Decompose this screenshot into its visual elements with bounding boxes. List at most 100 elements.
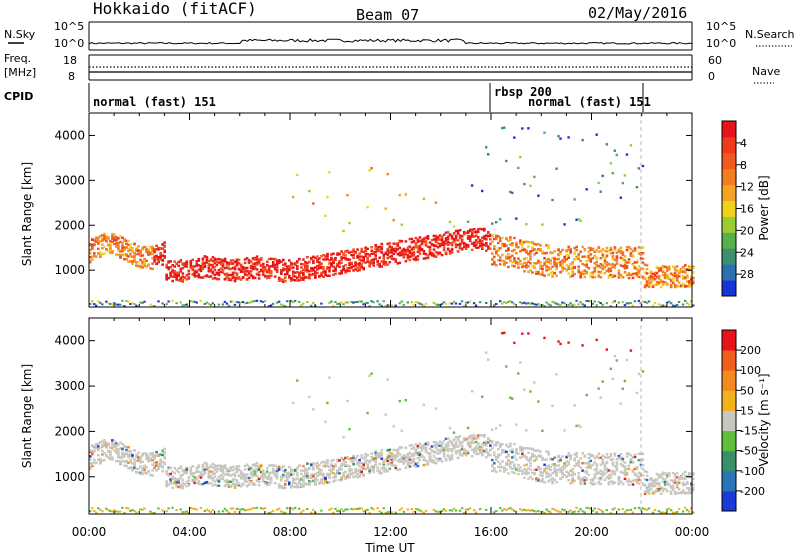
velocity-cell [541, 478, 544, 480]
velocity-cell [487, 452, 490, 454]
velocity-cell [173, 472, 176, 474]
power-cell [161, 264, 164, 266]
power-cell [543, 132, 545, 134]
velocity-cell [419, 443, 422, 445]
station-title: Hokkaido (fitACF) [93, 0, 257, 18]
velocity-cell [360, 507, 362, 509]
velocity-cell [519, 361, 521, 363]
velocity-cell [590, 467, 593, 469]
colorbar-swatch [722, 121, 736, 137]
velocity-cell [298, 464, 301, 466]
power-cell [557, 258, 560, 260]
power-cell [302, 258, 305, 260]
velocity-cell [180, 477, 183, 479]
velocity-cell [200, 507, 202, 509]
power-cell [276, 271, 279, 273]
power-cell [338, 253, 341, 255]
velocity-cell [210, 482, 213, 484]
power-ylabel: Slant Range [km] [20, 162, 34, 266]
velocity-cell [332, 459, 335, 461]
date-title: 02/May/2016 [588, 4, 687, 22]
velocity-cell [188, 479, 191, 481]
velocity-cell [513, 342, 515, 344]
velocity-cell [549, 469, 552, 471]
power-cell [417, 255, 420, 257]
power-cell [284, 280, 287, 282]
velocity-cell [117, 451, 120, 453]
power-cell [425, 303, 427, 305]
power-cell [529, 255, 532, 257]
power-cell [393, 253, 396, 255]
power-cell [624, 174, 626, 176]
velocity-cell [451, 455, 454, 457]
power-cell [188, 277, 191, 279]
velocity-cell [310, 512, 312, 514]
power-cell [441, 236, 444, 238]
velocity-cell [401, 430, 403, 432]
velocity-cell [596, 339, 598, 341]
power-cell [445, 303, 447, 305]
power-cell [549, 262, 552, 264]
velocity-cell [648, 507, 650, 509]
power-cell [606, 247, 609, 249]
power-cell [196, 302, 198, 304]
power-cell [485, 302, 487, 304]
power-cell [473, 228, 476, 230]
velocity-cell [413, 458, 416, 460]
velocity-cell [405, 447, 408, 449]
power-cell [545, 302, 547, 304]
power-cell [590, 253, 593, 255]
colorbar-swatch [722, 431, 736, 452]
velocity-cell [236, 481, 239, 483]
power-cell [638, 167, 640, 169]
velocity-cell [262, 469, 265, 471]
power-cell [429, 249, 432, 251]
power-cell [547, 245, 550, 247]
velocity-cell [427, 443, 430, 445]
power-cell [612, 172, 614, 174]
velocity-cell [596, 511, 598, 513]
velocity-cell [533, 472, 536, 474]
power-cell [274, 275, 277, 277]
velocity-colorbar-label: Velocity [m s⁻¹] [757, 373, 771, 466]
power-cell [567, 257, 570, 259]
colorbar-swatch [722, 201, 736, 217]
velocity-cell [555, 481, 558, 483]
velocity-cell [527, 452, 530, 454]
velocity-cell [584, 482, 587, 484]
velocity-cell [308, 467, 311, 469]
velocity-cell [171, 487, 174, 489]
velocity-cell [145, 466, 148, 468]
power-cell [198, 259, 201, 261]
power-cell [682, 304, 684, 306]
power-cell [258, 274, 261, 276]
power-cell [284, 276, 287, 278]
velocity-cell [324, 477, 327, 479]
velocity-cell [577, 510, 579, 512]
power-cell [563, 223, 565, 225]
velocity-cell [354, 458, 357, 460]
velocity-cell [453, 508, 455, 510]
power-cell [395, 250, 398, 252]
power-cell [425, 242, 428, 244]
noise-right-tick-top: 10^5 [706, 20, 736, 33]
power-cell [632, 305, 634, 307]
power-cell [344, 264, 347, 266]
power-cell [272, 261, 275, 263]
colorbar-swatch [722, 370, 736, 391]
power-cell [620, 197, 622, 199]
power-cell [109, 244, 112, 246]
velocity-cell [292, 402, 294, 404]
velocity-cell [487, 437, 490, 439]
power-cell [123, 249, 126, 251]
power-cell [91, 300, 93, 302]
power-cell [366, 248, 369, 250]
cpid-panel: CPID normal (fast) 151 rbsp 200 normal (… [4, 83, 651, 112]
velocity-cell [485, 351, 487, 353]
power-cell [674, 272, 677, 274]
velocity-cell [539, 451, 542, 453]
power-cell [151, 268, 154, 270]
power-cell [188, 273, 191, 275]
velocity-cell [180, 466, 183, 468]
power-cell [413, 251, 416, 253]
